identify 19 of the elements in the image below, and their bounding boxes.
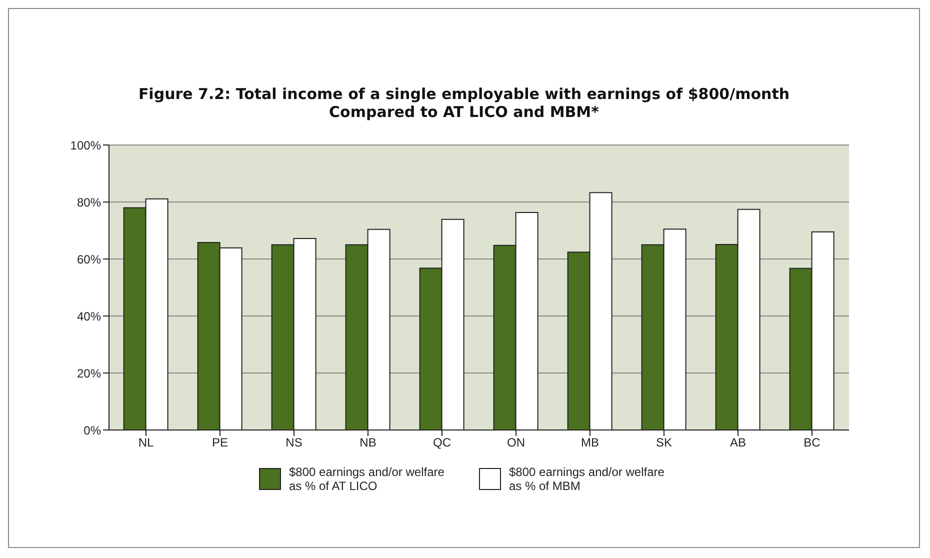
- x-tick-label: BC: [804, 436, 821, 450]
- y-tick-label: 20%: [76, 366, 102, 380]
- chart-title: Figure 7.2: Total income of a single employable with earnings of $800/month Compared to AT LICO and MBM*: [137, 85, 791, 121]
- x-tick-label: AB: [730, 436, 746, 450]
- y-tick-label: 40%: [76, 309, 102, 324]
- y-tick-label: 60%: [76, 252, 102, 266]
- legend-label: $800 earnings and/or welfare as % of AT LICO: [289, 465, 446, 493]
- x-tick-label: SK: [656, 436, 672, 450]
- y-tick-label: 100%: [70, 138, 102, 152]
- legend-label: $800 earnings and/or welfare as % of MBM: [509, 465, 666, 493]
- x-tick-label: NL: [138, 436, 154, 450]
- y-tick-label: 80%: [76, 195, 102, 210]
- x-tick-label: ON: [507, 436, 525, 450]
- y-tick-label: 0%: [84, 423, 102, 438]
- x-tick-label: MB: [581, 436, 599, 450]
- x-tick-label: QC: [433, 436, 452, 450]
- x-tick-label: NB: [360, 436, 376, 450]
- x-tick-label: NS: [286, 436, 302, 450]
- x-tick-label: PE: [212, 436, 228, 450]
